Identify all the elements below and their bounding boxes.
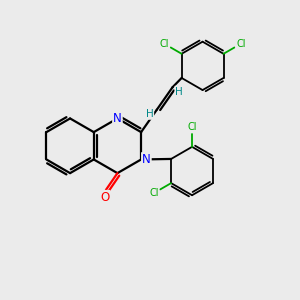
Text: O: O [100,191,110,204]
Text: Cl: Cl [187,122,197,132]
Text: N: N [113,112,122,125]
Text: Cl: Cl [149,188,159,198]
Text: Cl: Cl [236,39,246,49]
Text: Cl: Cl [160,39,169,49]
Text: H: H [175,86,183,97]
Text: N: N [142,153,151,166]
Text: H: H [146,109,153,119]
